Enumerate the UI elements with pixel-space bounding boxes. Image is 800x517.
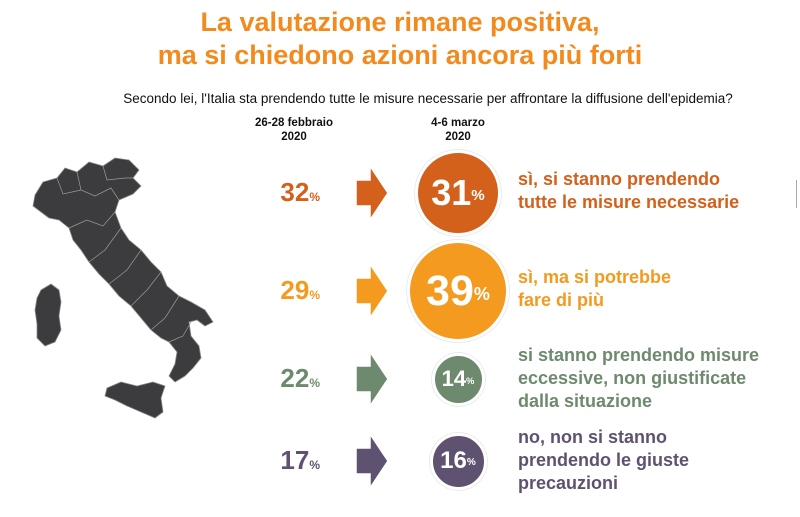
pct-before-value: 29	[280, 275, 310, 305]
scrollbar-edge	[796, 180, 800, 208]
pct-after-bubble-3: 14%	[431, 352, 485, 406]
column-header-before-line2: 2020	[281, 131, 307, 143]
column-header-after-line2: 2020	[445, 131, 471, 143]
answer-label-line: prendendo le giuste	[518, 449, 690, 470]
arrow-shape	[355, 350, 389, 408]
answer-label-line: no, non si stanno	[518, 426, 667, 447]
pct-before-4: 17%	[250, 445, 320, 480]
percent-sign: %	[309, 458, 320, 472]
pct-before-2: 29%	[250, 275, 320, 310]
answer-label-line: precauzioni	[518, 472, 619, 493]
pct-after-value: 31	[431, 172, 472, 213]
page-title: La valutazione rimane positiva, ma si ch…	[0, 6, 800, 72]
sicily-shape	[104, 381, 166, 419]
pct-before-value: 32	[280, 177, 310, 207]
answer-label-3: si stanno prendendo misure eccessive, non…	[518, 344, 788, 413]
italy-mainland-shape	[32, 157, 214, 383]
trend-arrow-icon	[355, 432, 389, 490]
trend-arrow-icon	[355, 350, 389, 408]
arrow-shape	[355, 432, 389, 490]
answer-label-line: sì, ma si potrebbe	[518, 267, 672, 287]
trend-arrow-icon	[355, 262, 389, 320]
arrow-shape	[355, 262, 389, 320]
pct-before-3: 22%	[250, 363, 320, 398]
pct-before-1: 32%	[250, 177, 320, 212]
pct-after-bubble-2: 39%	[407, 240, 509, 342]
percent-sign: %	[471, 187, 485, 205]
column-header-before: 26-28 febbraio 2020	[234, 116, 354, 144]
answer-label-2: sì, ma si potrebbe fare di più	[518, 266, 788, 312]
percent-sign: %	[309, 288, 320, 302]
answer-label-line: si stanno prendendo misure	[518, 344, 760, 365]
column-header-after-line1: 4-6 marzo	[431, 117, 485, 129]
pct-after-bubble-4: 16%	[429, 432, 487, 490]
column-header-before-line1: 26-28 febbraio	[255, 117, 333, 129]
answer-label-line: tutte le misure necessarie	[518, 192, 740, 212]
arrow-shape	[355, 164, 389, 222]
sardinia-shape	[34, 283, 62, 347]
percent-sign: %	[466, 375, 475, 386]
percent-sign: %	[473, 283, 490, 304]
percent-sign: %	[466, 457, 476, 469]
answer-label-line: fare di più	[518, 290, 605, 310]
answer-label-1: sì, si stanno prendendo tutte le misure n…	[518, 168, 788, 214]
survey-question: Secondo lei, l'Italia sta prendendo tutt…	[123, 91, 733, 106]
trend-arrow-icon	[355, 164, 389, 222]
pct-after-value: 16	[440, 447, 467, 474]
title-line-1: La valutazione rimane positiva,	[200, 7, 600, 37]
answer-label-4: no, non si stanno prendendo le giuste prec…	[518, 426, 788, 495]
pct-after-value: 39	[426, 266, 474, 315]
title-line-2: ma si chiedono azioni ancora più forti	[157, 40, 643, 70]
percent-sign: %	[309, 190, 320, 204]
pct-before-value: 17	[280, 445, 310, 475]
percent-sign: %	[309, 376, 320, 390]
answer-label-line: sì, si stanno prendendo	[518, 169, 721, 189]
pct-after-bubble-1: 31%	[415, 150, 501, 236]
pct-after-value: 14	[441, 366, 467, 391]
answer-label-line: eccessive, non giustificate	[518, 367, 747, 388]
column-header-after: 4-6 marzo 2020	[398, 116, 518, 144]
italy-map-icon	[32, 157, 214, 419]
pct-before-value: 22	[280, 363, 310, 393]
answer-label-line: dalla situazione	[518, 390, 653, 411]
